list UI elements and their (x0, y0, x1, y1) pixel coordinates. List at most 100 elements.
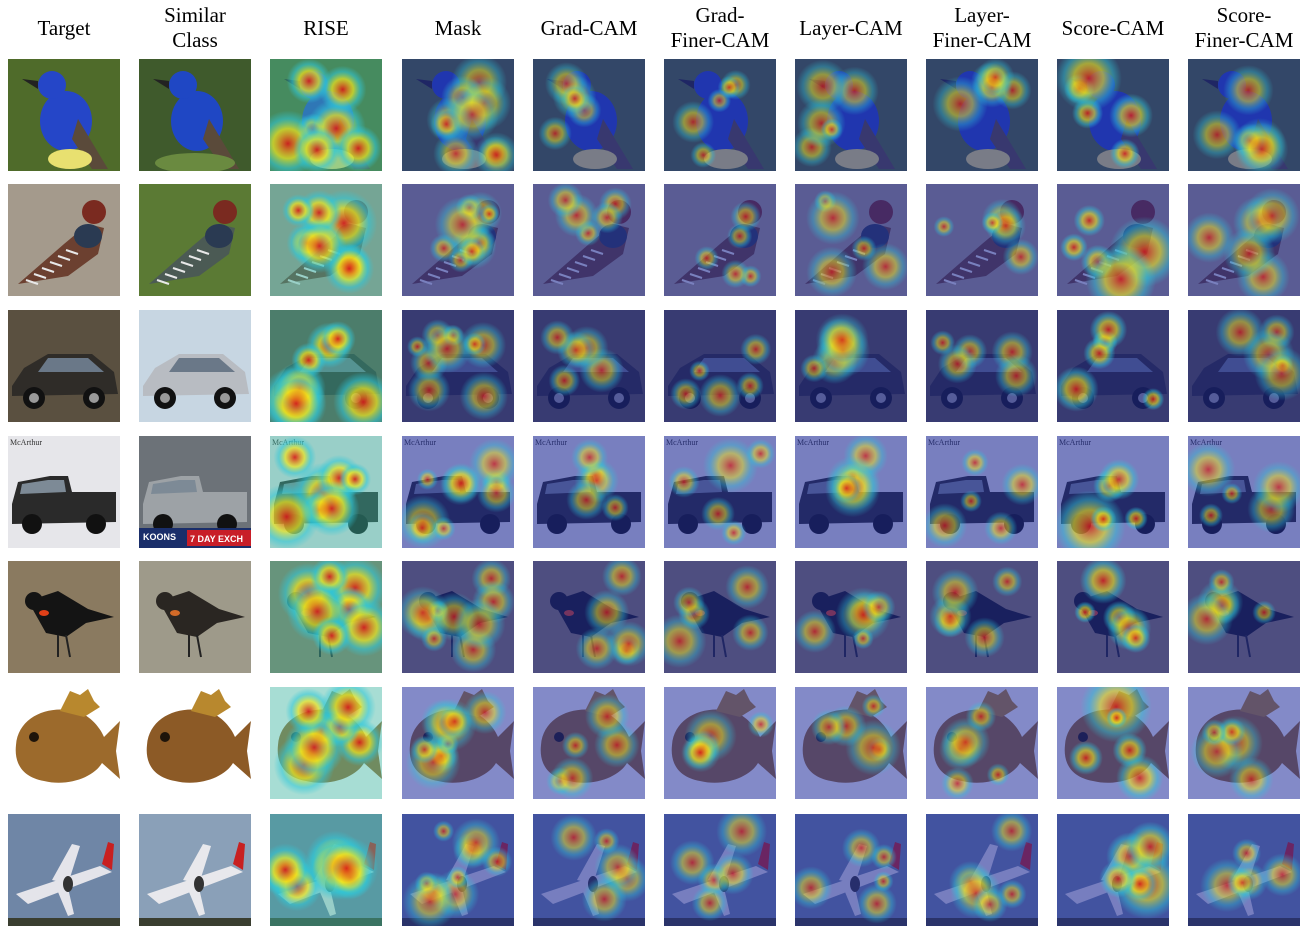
heat-blob (1188, 592, 1234, 646)
heat-blob (852, 627, 874, 650)
cell-blue-bird-scorecam (1057, 59, 1169, 171)
heat-blob (1188, 442, 1236, 497)
heat-blob (575, 627, 618, 670)
image-gradfiner (664, 814, 776, 926)
heat-blob (293, 126, 341, 171)
cell-blackbird-gradfiner (664, 561, 776, 673)
heat-blob (930, 330, 956, 356)
heat-blob (964, 617, 1005, 658)
heat-blob (473, 132, 514, 171)
cell-pickup-truck-target: McArthur (8, 436, 120, 548)
heat-blob (862, 590, 896, 624)
image-layercam (795, 814, 907, 926)
heat-blob (433, 130, 479, 171)
image-rise (270, 184, 382, 296)
image-scorecam (1057, 310, 1169, 422)
image-gradfiner (664, 687, 776, 799)
heat-blob (453, 598, 506, 651)
heat-blob (591, 201, 623, 234)
image-target (8, 59, 120, 171)
image-mask (402, 814, 514, 926)
column-header-scorecam: Score-CAM (1047, 0, 1179, 56)
heat-blob (416, 468, 439, 491)
heat-blob (318, 65, 367, 114)
column-header-gradcam: Grad-CAM (523, 0, 655, 56)
cell-car-target (8, 310, 120, 422)
cell-turkey-similar (139, 184, 251, 296)
heat-blob (851, 235, 877, 261)
heat-blob (540, 320, 575, 355)
heat-blob (476, 473, 514, 513)
heat-blob (1109, 93, 1153, 138)
image-scorecam (1057, 561, 1169, 673)
heat-blob (745, 438, 776, 469)
cell-sunfish-rise (270, 687, 382, 799)
heat-blob (932, 76, 988, 132)
heat-blob (937, 344, 978, 384)
cell-blackbird-scorefiner (1188, 561, 1300, 673)
cell-blackbird-target (8, 561, 120, 673)
exchange-text: 7 DAY EXCH (190, 534, 243, 544)
cell-car-mask (402, 310, 514, 422)
image-scorefiner (1188, 184, 1300, 296)
image-gradcam: McArthur (533, 436, 645, 548)
heat-blob (961, 448, 989, 477)
heat-blob (1260, 853, 1300, 897)
image-layercam (795, 184, 907, 296)
heat-blob (1060, 233, 1088, 262)
heat-blob (1226, 867, 1258, 899)
heat-blob (1199, 503, 1223, 528)
cell-sunfish-gradcam (533, 687, 645, 799)
heat-blob (873, 871, 894, 892)
brand-text: McArthur (10, 438, 42, 447)
cell-blackbird-rise (270, 561, 382, 673)
cell-car-rise (270, 310, 382, 422)
cell-airplane-scorecam (1057, 814, 1169, 926)
heat-blob (861, 694, 886, 718)
image-scorefiner (1188, 59, 1300, 171)
heat-blob (312, 616, 352, 656)
heat-blob (1057, 59, 1122, 112)
image-mask: McArthur (402, 436, 514, 548)
column-header-layercam: Layer-CAM (785, 0, 917, 56)
image-rise (270, 59, 382, 171)
heat-blob (481, 846, 513, 877)
image-mask (402, 184, 514, 296)
column-header-label: Target (37, 15, 91, 40)
image-scorecam (1057, 687, 1169, 799)
heat-blob (1110, 138, 1140, 169)
heat-blob (547, 184, 584, 219)
cell-sunfish-gradfiner (664, 687, 776, 799)
cell-blue-bird-similar (139, 59, 251, 171)
cell-pickup-truck-scorefiner: McArthur (1188, 436, 1300, 548)
cell-blue-bird-gradfiner (664, 59, 776, 171)
heat-blob (668, 466, 700, 498)
heat-blob (926, 503, 968, 548)
heat-blob (459, 371, 509, 421)
cell-car-gradfiner (664, 310, 776, 422)
cell-pickup-truck-gradfiner: McArthur (664, 436, 776, 548)
image-layerfiner (926, 310, 1038, 422)
column-header-similar: Similar Class (129, 0, 261, 56)
image-scorefiner (1188, 310, 1300, 422)
image-similar (139, 310, 251, 422)
cell-airplane-mask (402, 814, 514, 926)
image-scorefiner (1188, 814, 1300, 926)
cell-turkey-gradcam (533, 184, 645, 296)
heat-blob (841, 828, 881, 868)
cell-sunfish-scorefiner (1188, 687, 1300, 799)
cell-pickup-truck-layerfiner: McArthur (926, 436, 1038, 548)
image-layercam (795, 687, 907, 799)
image-mask (402, 561, 514, 673)
cell-pickup-truck-scorecam: McArthur (1057, 436, 1169, 548)
heat-blob (732, 614, 769, 651)
cell-airplane-layerfiner (926, 814, 1038, 926)
cell-car-layercam (795, 310, 907, 422)
heat-blob (335, 125, 382, 171)
cell-airplane-rise (270, 814, 382, 926)
image-scorecam: McArthur (1057, 436, 1169, 548)
image-scorefiner: McArthur (1188, 436, 1300, 548)
heat-blob (721, 259, 750, 289)
heat-blob (694, 246, 719, 271)
heat-blob (585, 694, 630, 739)
